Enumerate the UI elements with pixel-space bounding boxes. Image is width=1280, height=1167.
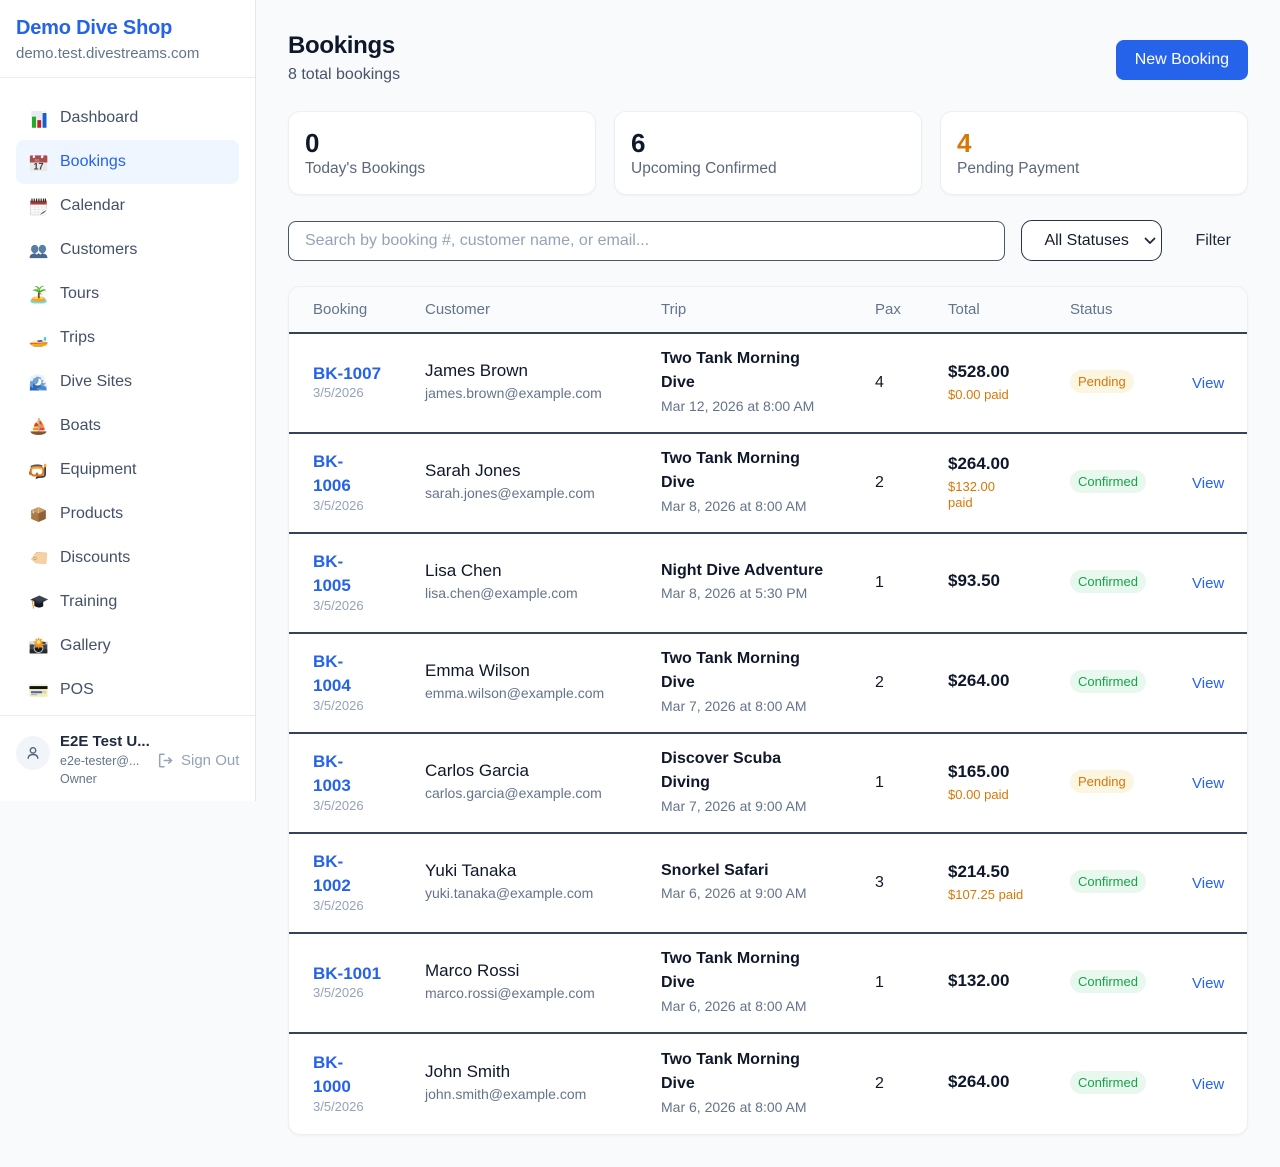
svg-text:17: 17: [33, 161, 43, 171]
svg-text:JUL: JUL: [34, 158, 40, 162]
